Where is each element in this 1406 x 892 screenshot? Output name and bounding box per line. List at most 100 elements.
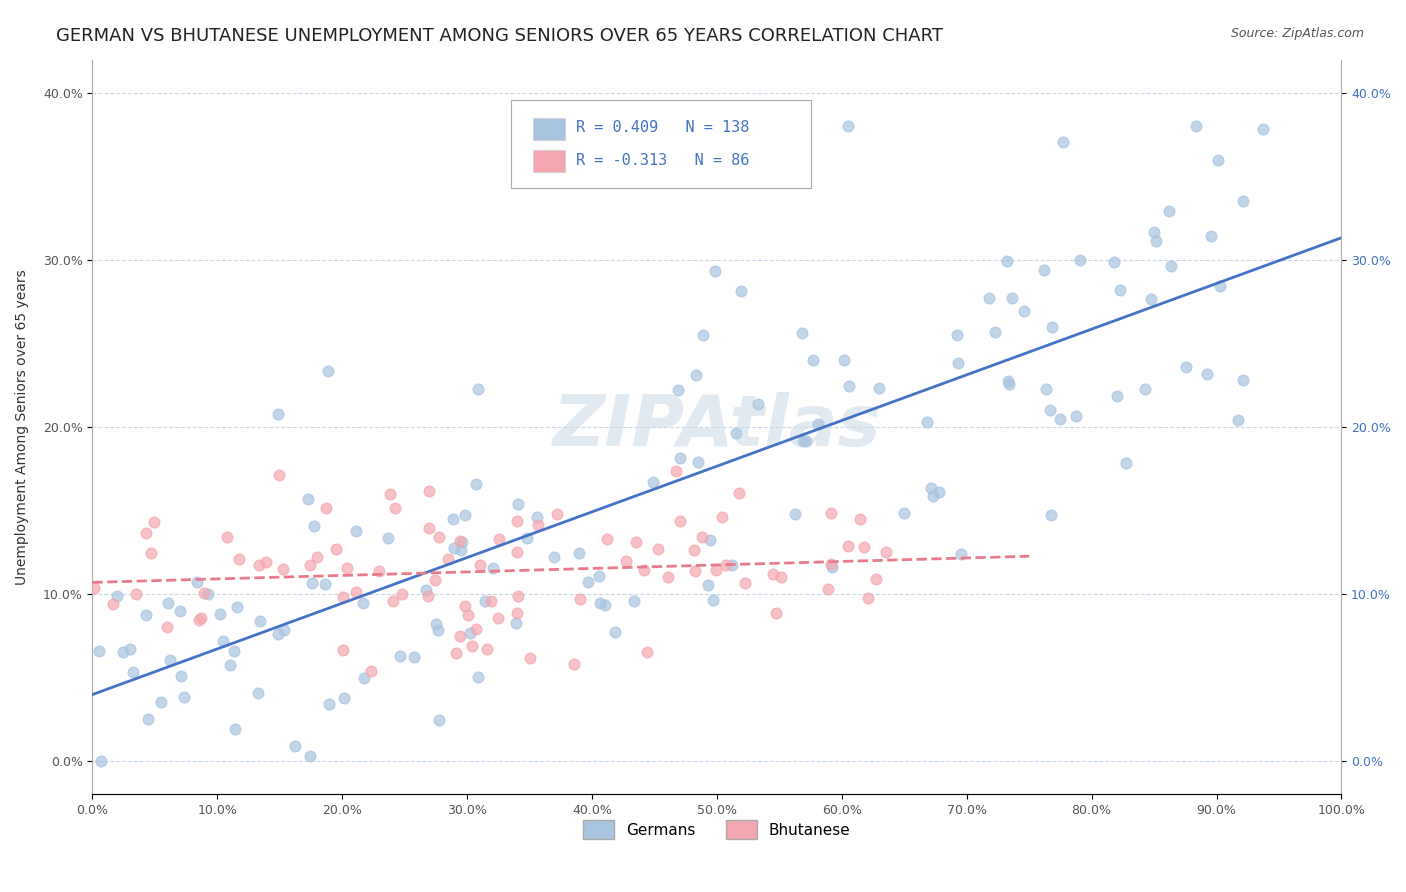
Point bbox=[305, 549, 328, 564]
Point bbox=[187, 613, 209, 627]
Point bbox=[526, 518, 548, 533]
Point bbox=[875, 545, 897, 559]
Point bbox=[603, 624, 626, 639]
Point bbox=[1001, 292, 1024, 306]
Point bbox=[508, 589, 530, 603]
Point bbox=[868, 382, 890, 396]
Point bbox=[122, 665, 145, 679]
Point bbox=[454, 508, 477, 523]
Point bbox=[254, 555, 277, 569]
Point bbox=[156, 596, 179, 610]
Text: ZIPAtlas: ZIPAtlas bbox=[553, 392, 882, 461]
Point bbox=[344, 524, 367, 539]
Point bbox=[336, 561, 359, 575]
Point bbox=[124, 587, 146, 601]
Text: R = 0.409   N = 138: R = 0.409 N = 138 bbox=[576, 120, 749, 136]
Point bbox=[454, 599, 477, 614]
Point bbox=[246, 686, 269, 700]
Point bbox=[1199, 229, 1222, 244]
Point bbox=[449, 533, 471, 548]
Point bbox=[299, 749, 322, 764]
Point bbox=[725, 425, 748, 440]
Point bbox=[704, 264, 727, 278]
Point bbox=[378, 486, 401, 500]
Point bbox=[1133, 382, 1156, 396]
Point bbox=[1052, 136, 1074, 150]
Point bbox=[946, 356, 969, 370]
Point bbox=[807, 417, 830, 431]
Point bbox=[384, 500, 406, 515]
Point bbox=[1040, 508, 1063, 522]
Point bbox=[156, 620, 179, 634]
Point bbox=[690, 531, 713, 545]
Point bbox=[273, 562, 295, 576]
Point bbox=[427, 713, 450, 727]
Point bbox=[666, 383, 689, 397]
Point bbox=[315, 500, 337, 515]
Point bbox=[461, 639, 484, 653]
Point bbox=[418, 483, 440, 498]
Point bbox=[297, 492, 319, 507]
Point bbox=[838, 378, 860, 392]
Point bbox=[468, 558, 491, 572]
Point bbox=[101, 597, 124, 611]
Point bbox=[228, 552, 250, 566]
Point bbox=[589, 596, 612, 610]
Point bbox=[1144, 235, 1167, 249]
Point bbox=[136, 712, 159, 726]
Point bbox=[224, 722, 246, 736]
Point bbox=[506, 607, 529, 621]
Point bbox=[87, 643, 110, 657]
Point bbox=[1069, 253, 1091, 268]
Point bbox=[685, 368, 707, 383]
Point bbox=[921, 489, 943, 503]
Legend: Germans, Bhutanese: Germans, Bhutanese bbox=[578, 814, 856, 845]
Point bbox=[1143, 225, 1166, 239]
Point bbox=[747, 397, 769, 411]
Point bbox=[451, 535, 474, 549]
Point bbox=[710, 509, 733, 524]
Point bbox=[588, 569, 610, 583]
Point bbox=[1039, 402, 1062, 417]
Point bbox=[249, 614, 271, 628]
Point bbox=[458, 626, 481, 640]
Point bbox=[173, 690, 195, 705]
Point bbox=[479, 593, 502, 607]
Point bbox=[1209, 278, 1232, 293]
Point bbox=[266, 407, 288, 421]
Point bbox=[790, 326, 813, 340]
Text: Source: ZipAtlas.com: Source: ZipAtlas.com bbox=[1230, 27, 1364, 40]
Point bbox=[1232, 194, 1254, 209]
Point bbox=[1232, 373, 1254, 387]
Point bbox=[683, 543, 706, 558]
Point bbox=[817, 582, 839, 596]
Point bbox=[668, 514, 690, 528]
Point bbox=[1175, 360, 1198, 375]
Point bbox=[1160, 259, 1182, 273]
Point bbox=[443, 541, 465, 556]
Point bbox=[893, 507, 915, 521]
Point bbox=[614, 554, 637, 568]
Point bbox=[391, 587, 413, 601]
Point bbox=[657, 570, 679, 584]
Point bbox=[464, 623, 486, 637]
Point bbox=[623, 594, 645, 608]
Point bbox=[416, 590, 439, 604]
Point bbox=[197, 587, 219, 601]
Point bbox=[465, 477, 488, 491]
Point bbox=[273, 623, 295, 637]
Point bbox=[821, 559, 844, 574]
Point bbox=[443, 511, 465, 525]
Point bbox=[1253, 122, 1275, 136]
Point bbox=[1208, 153, 1230, 167]
Point bbox=[418, 521, 440, 535]
Point bbox=[425, 573, 447, 587]
Point bbox=[1012, 303, 1035, 318]
Point bbox=[215, 530, 238, 544]
Point bbox=[730, 284, 752, 298]
Point bbox=[301, 576, 323, 591]
Point bbox=[665, 464, 688, 478]
Point bbox=[219, 657, 242, 672]
Point bbox=[683, 564, 706, 578]
Point bbox=[1040, 319, 1063, 334]
